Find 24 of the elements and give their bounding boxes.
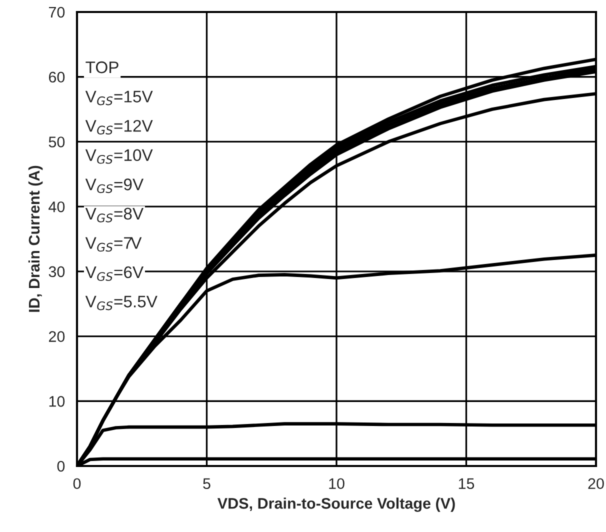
- x-axis-title: VDS, Drain-to-Source Voltage (V): [217, 498, 455, 512]
- annotation: V$_{GS}$=8V: [85, 208, 144, 222]
- annotation: V$_{GS}$=12V: [85, 120, 153, 134]
- annotation: V$_{GS}$=10V: [85, 149, 153, 164]
- x-tick-label: 0: [73, 478, 81, 490]
- annotation: V$_{GS}$=5.5V: [85, 296, 158, 310]
- y-tick-label: 10: [49, 396, 65, 407]
- annotation: TOP: [86, 61, 118, 74]
- x-tick-label: 10: [329, 478, 344, 490]
- y-tick-label: 20: [48, 331, 65, 342]
- y-tick-label: 0: [57, 460, 65, 472]
- x-tick-label: 5: [203, 478, 210, 490]
- x-tick-label: 20: [588, 478, 604, 490]
- annotation: V$_{GS}$=15V: [85, 90, 153, 106]
- y-tick-label: 70: [48, 6, 65, 18]
- y-tick-label: 40: [48, 201, 65, 212]
- y-tick-label: 60: [48, 72, 65, 83]
- x-tick-label: 15: [458, 478, 474, 490]
- y-tick-label: 30: [48, 266, 65, 278]
- y-tick-label: 50: [48, 136, 65, 148]
- annotation: V$_{GS}$=6V: [85, 266, 144, 281]
- y-axis-title: ID, Drain Current (A): [28, 166, 43, 312]
- annotation: V$_{GS}$=9V: [85, 178, 144, 194]
- annotation: V$_{GS}$=7V: [85, 237, 142, 252]
